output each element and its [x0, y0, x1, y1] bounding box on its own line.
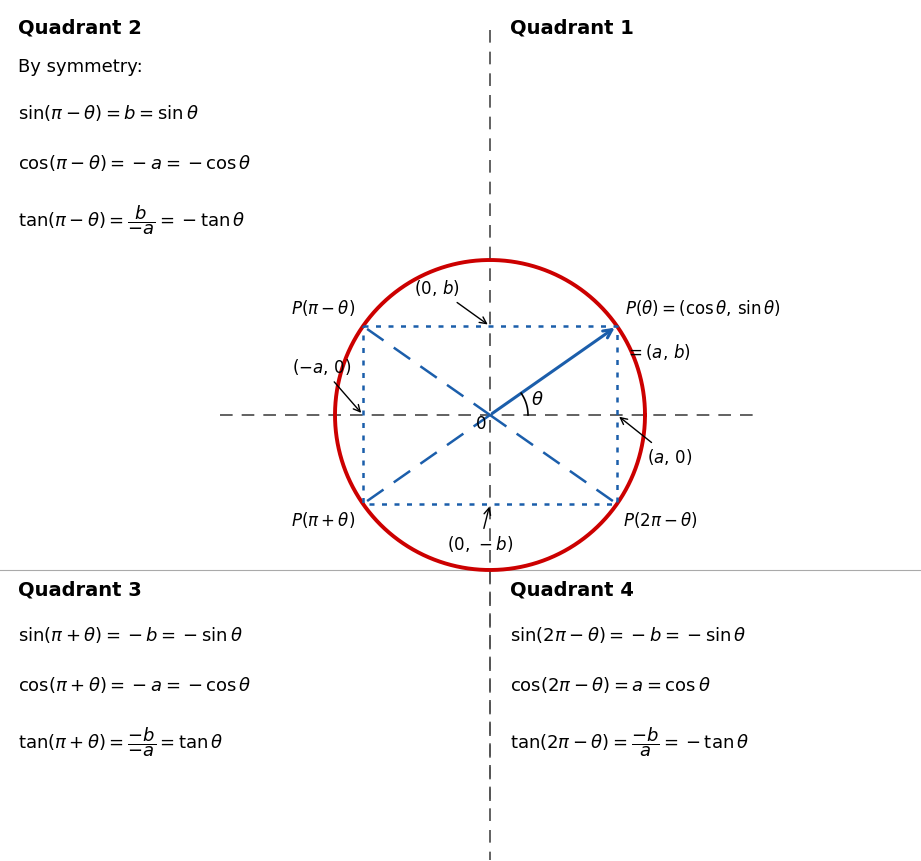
Text: $\sin(2\pi - \theta) = -b = -\sin\theta$: $\sin(2\pi - \theta) = -b = -\sin\theta$	[510, 625, 746, 645]
Text: $\sin(\pi - \theta) = b = \sin\theta$: $\sin(\pi - \theta) = b = \sin\theta$	[18, 103, 199, 123]
Text: $\cos(\pi + \theta) = -a = -\cos\theta$: $\cos(\pi + \theta) = -a = -\cos\theta$	[18, 675, 251, 695]
Text: Quadrant 4: Quadrant 4	[510, 580, 634, 599]
Text: 0: 0	[476, 415, 486, 433]
Text: $\cos(\pi - \theta) = -a = -\cos\theta$: $\cos(\pi - \theta) = -a = -\cos\theta$	[18, 153, 251, 173]
Text: $\tan(2\pi - \theta) = \dfrac{-b}{a} = -\tan\theta$: $\tan(2\pi - \theta) = \dfrac{-b}{a} = -…	[510, 725, 749, 759]
Text: $(0,\, -b)$: $(0,\, -b)$	[447, 508, 513, 554]
Text: $\theta$: $\theta$	[530, 391, 543, 409]
Text: $P(\theta) = (\cos\theta,\,\sin\theta)$: $P(\theta) = (\cos\theta,\,\sin\theta)$	[625, 298, 781, 318]
Text: $(0,\, b)$: $(0,\, b)$	[414, 278, 486, 324]
Text: $P(\pi - \theta)$: $P(\pi - \theta)$	[291, 298, 355, 318]
Text: By symmetry:: By symmetry:	[18, 58, 143, 76]
Text: Quadrant 2: Quadrant 2	[18, 18, 142, 37]
Text: $P(\pi + \theta)$: $P(\pi + \theta)$	[291, 510, 355, 530]
Text: $\sin(\pi + \theta) = -b = -\sin\theta$: $\sin(\pi + \theta) = -b = -\sin\theta$	[18, 625, 243, 645]
Text: $\tan(\pi + \theta) = \dfrac{-b}{-a} = \tan\theta$: $\tan(\pi + \theta) = \dfrac{-b}{-a} = \…	[18, 725, 224, 759]
Text: $P(2\pi - \theta)$: $P(2\pi - \theta)$	[623, 510, 698, 530]
Text: $(a,\, 0)$: $(a,\, 0)$	[621, 418, 693, 467]
Text: $\tan(\pi - \theta) = \dfrac{b}{-a} = -\tan\theta$: $\tan(\pi - \theta) = \dfrac{b}{-a} = -\…	[18, 203, 245, 237]
Text: $= (a,\, b)$: $= (a,\, b)$	[625, 342, 691, 362]
Text: Quadrant 3: Quadrant 3	[18, 580, 142, 599]
Text: $(-a,\, 0)$: $(-a,\, 0)$	[292, 357, 360, 412]
Text: $\cos(2\pi - \theta) = a = \cos\theta$: $\cos(2\pi - \theta) = a = \cos\theta$	[510, 675, 711, 695]
Text: Quadrant 1: Quadrant 1	[510, 18, 634, 37]
